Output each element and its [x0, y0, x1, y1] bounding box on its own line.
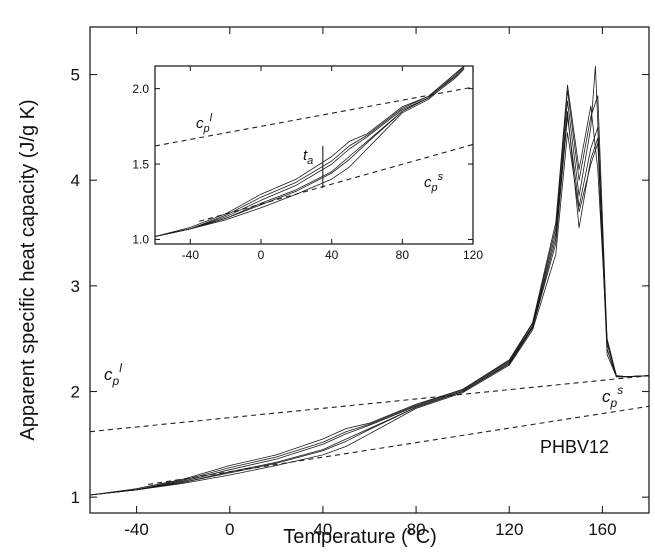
main-plot: -40 0 40 80 120 160 1 2 3 4 5 Temperature (°C) Ap…	[17, 26, 650, 548]
main-y-tick-label: 2	[71, 382, 80, 401]
y-axis-label: Apparent specific heat capacity (J/g K)	[17, 99, 39, 440]
cp-liquid-label-base: c	[104, 365, 113, 384]
cp-solid-label-base: c	[602, 387, 611, 406]
main-x-tick-label: 40	[313, 520, 332, 539]
main-x-tick-label: 80	[407, 520, 426, 539]
cp-liquid-label: cpl	[104, 361, 122, 388]
inset-x-tick-label: 0	[258, 248, 265, 262]
inset-y-tick-label: 1.5	[132, 157, 149, 171]
main-series-line-5	[90, 90, 649, 496]
inset-x-tick-label: 80	[396, 248, 410, 262]
inset-series-line-4	[155, 68, 465, 237]
inset-cp-solid-sub: p	[431, 182, 438, 194]
cp-solid-label-sup: s	[617, 383, 623, 397]
inset-cp-liquid-sub: p	[203, 123, 210, 135]
inset-cp-solid-label: cps	[424, 171, 444, 194]
inset-cp-liquid-base: c	[196, 115, 204, 132]
main-y-tick-label: 4	[71, 171, 80, 190]
main-x-tick-label: 0	[225, 520, 234, 539]
inset-frame	[154, 65, 474, 245]
main-plot-frame	[89, 26, 650, 514]
main-x-tick-label: 160	[588, 520, 616, 539]
inset-y-tick-label: 2.0	[132, 82, 149, 96]
inset-series-line-5	[155, 66, 465, 237]
inset-x-tick-label: 40	[325, 248, 339, 262]
cp-liquid-label-sub: p	[112, 374, 120, 388]
main-y-tick-label: 1	[71, 488, 80, 507]
main-x-tick-label: -40	[124, 520, 149, 539]
ta-label-sub: a	[307, 155, 313, 167]
main-x-tick-label: 120	[495, 520, 523, 539]
cp-solid-label: cps	[602, 383, 623, 410]
inset-cp-liquid-sup: l	[210, 112, 213, 124]
inset-cp-solid-sup: s	[438, 171, 444, 183]
inset-reference-lines	[155, 86, 473, 222]
main-x-ticks: -40 0 40 80 120 160	[124, 27, 617, 539]
x-axis-label: Temperature (°C)	[283, 526, 437, 548]
main-series-line-6	[90, 111, 649, 496]
main-y-tick-label: 3	[71, 277, 80, 296]
inset-plot: -40 0 40 80 120 1.01.52.0 ta cpl cps	[132, 65, 483, 262]
sample-label: PHBV12	[540, 437, 609, 457]
main-reference-line-cp-liquid	[90, 375, 649, 433]
inset-x-tick-label: -40	[182, 248, 200, 262]
ta-label-base: t	[303, 147, 308, 164]
cp-solid-label-sub: p	[610, 396, 618, 410]
inset-cp-liquid-label: cpl	[196, 112, 213, 135]
inset-reference-line-cp-solid	[199, 143, 473, 222]
main-series-group	[90, 65, 649, 496]
inset-y-ticks: 1.0 1.5 2.0	[132, 82, 473, 247]
inset-x-tick-label: 120	[463, 248, 483, 262]
main-y-ticks: 1 2 3 4 5	[71, 65, 649, 507]
inset-series-group	[155, 66, 465, 237]
cp-liquid-label-sup: l	[119, 361, 122, 375]
inset-y-tick-label: 1.0	[132, 233, 149, 247]
inset-background	[155, 66, 473, 244]
main-y-tick-label: 5	[71, 65, 80, 84]
inset-cp-solid-base: c	[424, 174, 432, 191]
ta-label: ta	[303, 147, 313, 167]
inset-series-line-6	[155, 67, 465, 237]
